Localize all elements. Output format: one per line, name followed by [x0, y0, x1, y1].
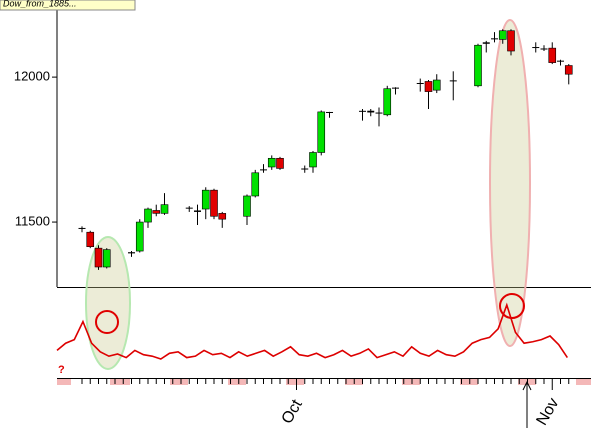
candle-body [375, 112, 383, 114]
axis-marker [228, 379, 246, 385]
candle-body [359, 110, 366, 112]
candle-body [267, 157, 276, 168]
candle-body [532, 47, 540, 49]
candle-body [309, 152, 317, 168]
candle-body [201, 189, 210, 210]
candle-body [540, 48, 548, 50]
candle-body [548, 47, 557, 63]
y-tick-label: 12000 [14, 69, 50, 84]
candle-body [392, 87, 399, 89]
candle-body [432, 79, 441, 91]
candle-body [94, 247, 103, 268]
highlight-ellipse [489, 19, 531, 347]
peak-circle [499, 293, 525, 319]
candle-body [152, 210, 161, 214]
candle-body [194, 210, 201, 212]
axis-marker [286, 379, 304, 385]
candle-body [78, 227, 86, 229]
candle-body [135, 221, 144, 252]
candle-body [185, 207, 193, 209]
axis-marker [170, 379, 188, 385]
axis-marker [57, 379, 71, 385]
candle-body [276, 157, 284, 169]
candle-body [449, 80, 457, 82]
candle-body [160, 204, 169, 214]
title-box [0, 0, 136, 11]
candle-body [383, 88, 392, 116]
candle-body [498, 30, 507, 40]
chart-title: Dow_from_1885... [3, 0, 77, 8]
candle-body [507, 30, 515, 52]
candle-body [564, 65, 573, 75]
pointer-arrowhead [522, 380, 532, 391]
axis-marker [576, 379, 591, 385]
axis-marker [110, 379, 130, 385]
axis-marker [460, 379, 478, 385]
candle-body [251, 172, 260, 197]
candle-body [474, 44, 482, 87]
candle-body [326, 111, 333, 113]
y-tick-label: 11500 [15, 214, 50, 229]
candle-body [317, 111, 326, 153]
question-mark: ? [58, 364, 65, 376]
candle-body [557, 60, 564, 62]
candle-body [416, 82, 424, 84]
candle-body [491, 38, 498, 40]
candle-body [86, 231, 95, 248]
candle-body [210, 189, 218, 217]
axis-marker [402, 379, 420, 385]
candle-body [218, 213, 227, 220]
candle-body [301, 168, 309, 170]
candle-body [424, 81, 433, 92]
highlight-ellipse [85, 236, 131, 370]
candle-body [482, 42, 490, 44]
candle-body [260, 169, 267, 171]
candle-body [243, 195, 251, 217]
candle-body [144, 208, 152, 223]
indicator-line [56, 302, 569, 360]
candle-body [128, 252, 135, 254]
candle-body [102, 249, 111, 268]
peak-circle [95, 310, 119, 334]
candle-body [367, 110, 375, 113]
